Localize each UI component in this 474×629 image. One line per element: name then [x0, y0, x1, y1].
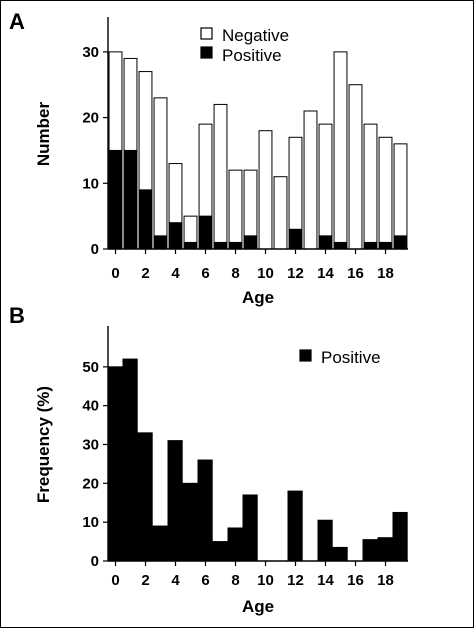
bar-positive — [393, 235, 408, 250]
legend-label-positive: Positive — [321, 348, 381, 367]
x-tick-label: 2 — [141, 265, 149, 282]
legend-swatch-negative — [200, 27, 213, 40]
y-tick-label: 30 — [82, 44, 99, 61]
x-tick-label: 18 — [377, 572, 394, 589]
bar-positive — [317, 519, 333, 562]
bar-negative — [393, 143, 408, 237]
panel-letter: A — [9, 9, 25, 34]
bar-positive — [378, 241, 393, 250]
y-tick-label: 20 — [82, 475, 99, 492]
x-tick-label: 16 — [347, 572, 364, 589]
bar-negative — [153, 97, 168, 237]
x-tick-label: 2 — [141, 572, 149, 589]
x-tick-label: 8 — [231, 265, 239, 282]
bar-positive — [182, 482, 198, 562]
y-tick-label: 0 — [91, 241, 99, 258]
legend-label-positive: Positive — [222, 46, 282, 65]
y-tick-label: 20 — [82, 110, 99, 127]
legend-swatch-positive — [299, 349, 312, 362]
bar-negative — [288, 136, 303, 230]
bar-positive — [212, 541, 228, 562]
x-tick-label: 10 — [257, 265, 274, 282]
x-tick-label: 16 — [347, 265, 364, 282]
bar-positive — [377, 537, 393, 562]
bar-positive — [123, 149, 138, 250]
bar-negative — [258, 130, 273, 250]
x-tick-label: 0 — [111, 572, 119, 589]
x-tick-label: 12 — [287, 265, 304, 282]
bar-positive — [287, 490, 303, 562]
bar-positive — [168, 222, 183, 250]
bar-negative — [198, 123, 213, 217]
x-tick-label: 4 — [171, 572, 180, 589]
legend-label-negative: Negative — [222, 26, 289, 45]
bar-positive — [152, 525, 168, 562]
bar-negative — [213, 103, 228, 243]
y-tick-label: 50 — [82, 359, 99, 376]
bar-negative — [333, 51, 348, 243]
bar-positive — [122, 358, 138, 562]
x-axis-title: Age — [242, 597, 274, 616]
bar-negative — [228, 169, 243, 243]
bar-negative — [123, 57, 138, 151]
bar-negative — [138, 71, 153, 191]
legend-swatch-positive — [200, 46, 213, 59]
y-tick-label: 10 — [82, 175, 99, 192]
bar-positive — [227, 527, 243, 562]
bar-negative — [363, 123, 378, 243]
bar-positive — [392, 511, 408, 562]
y-tick-label: 10 — [82, 514, 99, 531]
bar-negative — [303, 110, 318, 250]
bar-positive — [153, 235, 168, 250]
y-tick-label: 40 — [82, 398, 99, 415]
x-tick-label: 10 — [257, 572, 274, 589]
y-tick-label: 0 — [91, 553, 99, 570]
bar-positive — [213, 241, 228, 250]
bar-negative — [348, 84, 363, 250]
bar-positive — [243, 235, 258, 250]
bar-negative — [168, 163, 183, 224]
bar-negative — [378, 136, 393, 243]
panel-letter: B — [9, 303, 25, 328]
x-tick-label: 0 — [111, 265, 119, 282]
bar-positive — [228, 241, 243, 250]
x-tick-label: 8 — [231, 572, 239, 589]
bar-positive — [183, 241, 198, 250]
y-axis-title: Number — [34, 102, 53, 167]
x-tick-label: 12 — [287, 572, 304, 589]
y-axis-title: Frequency (%) — [34, 386, 53, 503]
x-tick-label: 14 — [317, 572, 334, 589]
bar-positive — [332, 546, 348, 562]
bar-positive — [167, 440, 183, 562]
bar-negative — [318, 123, 333, 237]
x-tick-label: 14 — [317, 265, 334, 282]
bar-positive — [107, 366, 123, 562]
bar-positive — [362, 539, 378, 562]
panel-b: B 0 10 20 30 40 50 0 2 4 6 8 10 12 14 16 18 Age Frequency … — [9, 303, 408, 616]
bar-positive — [363, 241, 378, 250]
bar-negative — [183, 215, 198, 243]
bar-negative — [273, 176, 288, 250]
x-tick-label: 4 — [171, 265, 180, 282]
bar-negative — [243, 169, 258, 237]
bar-positive — [288, 228, 303, 250]
x-tick-label: 6 — [201, 265, 209, 282]
bar-positive — [138, 189, 153, 250]
bar-positive — [197, 459, 213, 562]
bar-positive — [198, 215, 213, 250]
bar-positive — [333, 241, 348, 250]
x-tick-label: 6 — [201, 572, 209, 589]
bar-positive — [137, 432, 153, 562]
x-axis-title: Age — [242, 288, 274, 307]
panel-a: A 0 10 20 30 0 2 4 6 8 10 12 14 16 18 Age Number Negative… — [9, 9, 408, 307]
bar-positive — [242, 494, 258, 562]
bar-positive — [318, 235, 333, 250]
x-tick-label: 18 — [377, 265, 394, 282]
bar-positive — [108, 149, 123, 250]
bar-negative — [108, 51, 123, 151]
y-tick-label: 30 — [82, 437, 99, 454]
